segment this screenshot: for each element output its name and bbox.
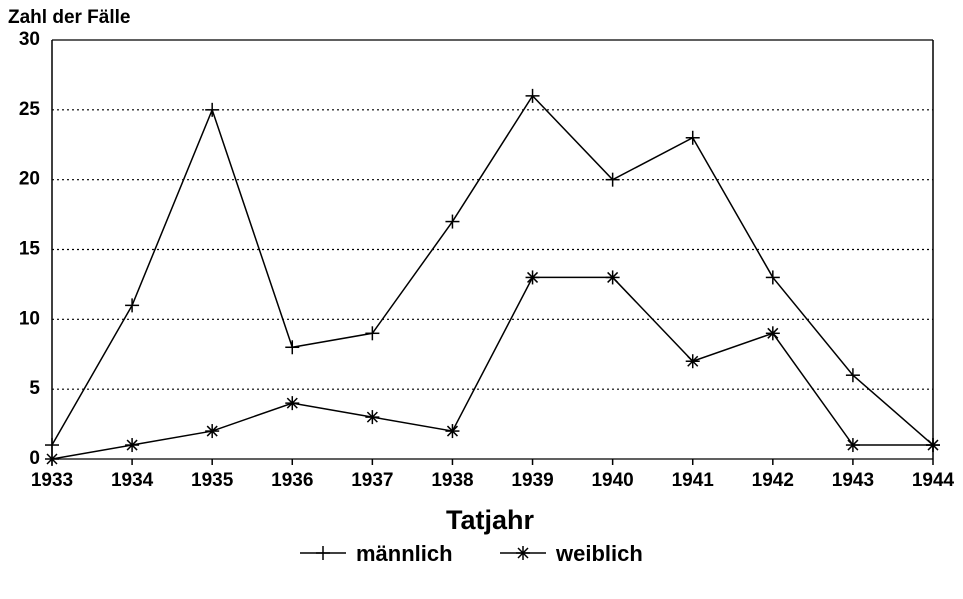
marker-stroke <box>286 397 298 409</box>
marker-stroke <box>767 327 779 339</box>
y-axis-label: Zahl der Fälle <box>8 7 130 28</box>
point-marker <box>525 88 540 103</box>
y-tick-label: 25 <box>19 99 41 120</box>
x-tick-label: 1934 <box>111 470 154 491</box>
x-tick-label: 1937 <box>351 470 393 491</box>
point-marker <box>205 424 220 439</box>
marker-stroke <box>687 355 699 367</box>
legend-label: männlich <box>356 541 453 566</box>
point-marker <box>205 102 220 117</box>
point-marker <box>365 410 380 425</box>
legend-label: weiblich <box>555 541 643 566</box>
y-tick-label: 10 <box>19 308 40 329</box>
x-tick-label: 1940 <box>591 470 633 491</box>
x-axis-label: Tatjahr <box>446 505 535 535</box>
point-marker <box>125 438 140 453</box>
x-tick-label: 1936 <box>271 470 313 491</box>
x-tick-label: 1944 <box>912 470 955 491</box>
marker-stroke <box>446 425 458 437</box>
point-marker <box>926 438 940 453</box>
series-line <box>51 94 934 446</box>
point-marker <box>445 424 460 439</box>
point-marker <box>845 368 860 383</box>
marker-stroke <box>206 425 218 437</box>
legend-marker <box>316 546 330 560</box>
x-tick-label: 1942 <box>752 470 794 491</box>
y-tick-label: 15 <box>19 239 41 260</box>
x-tick-label: 1941 <box>672 470 715 491</box>
marker-stroke <box>847 439 859 451</box>
point-marker <box>285 340 300 355</box>
point-marker <box>765 270 780 285</box>
y-tick-label: 5 <box>29 378 40 399</box>
x-tick-label: 1943 <box>832 470 874 491</box>
point-marker <box>765 326 780 341</box>
point-marker <box>285 396 300 411</box>
y-tick-label: 30 <box>19 29 40 50</box>
x-tick-label: 1935 <box>191 470 234 491</box>
x-tick-label: 1933 <box>31 470 73 491</box>
marker-stroke <box>527 271 539 283</box>
point-marker <box>525 270 540 285</box>
x-tick-label: 1938 <box>431 470 473 491</box>
point-marker <box>45 438 59 453</box>
point-marker <box>845 438 860 453</box>
marker-stroke <box>366 411 378 423</box>
legend-marker <box>516 546 530 560</box>
point-marker <box>685 354 700 369</box>
marker-stroke <box>927 439 939 451</box>
y-tick-label: 20 <box>19 169 40 190</box>
point-marker <box>605 270 620 285</box>
point-marker <box>125 298 140 313</box>
point-marker <box>45 452 59 466</box>
marker-stroke <box>46 453 58 465</box>
point-marker <box>365 326 380 341</box>
x-tick-label: 1939 <box>511 470 553 491</box>
point-marker <box>605 172 620 187</box>
point-marker <box>445 214 460 229</box>
y-tick-label: 0 <box>29 448 40 469</box>
marker-stroke <box>517 547 529 559</box>
point-marker <box>685 130 700 145</box>
marker-stroke <box>607 271 619 283</box>
series-line <box>51 276 933 460</box>
marker-stroke <box>126 439 138 451</box>
